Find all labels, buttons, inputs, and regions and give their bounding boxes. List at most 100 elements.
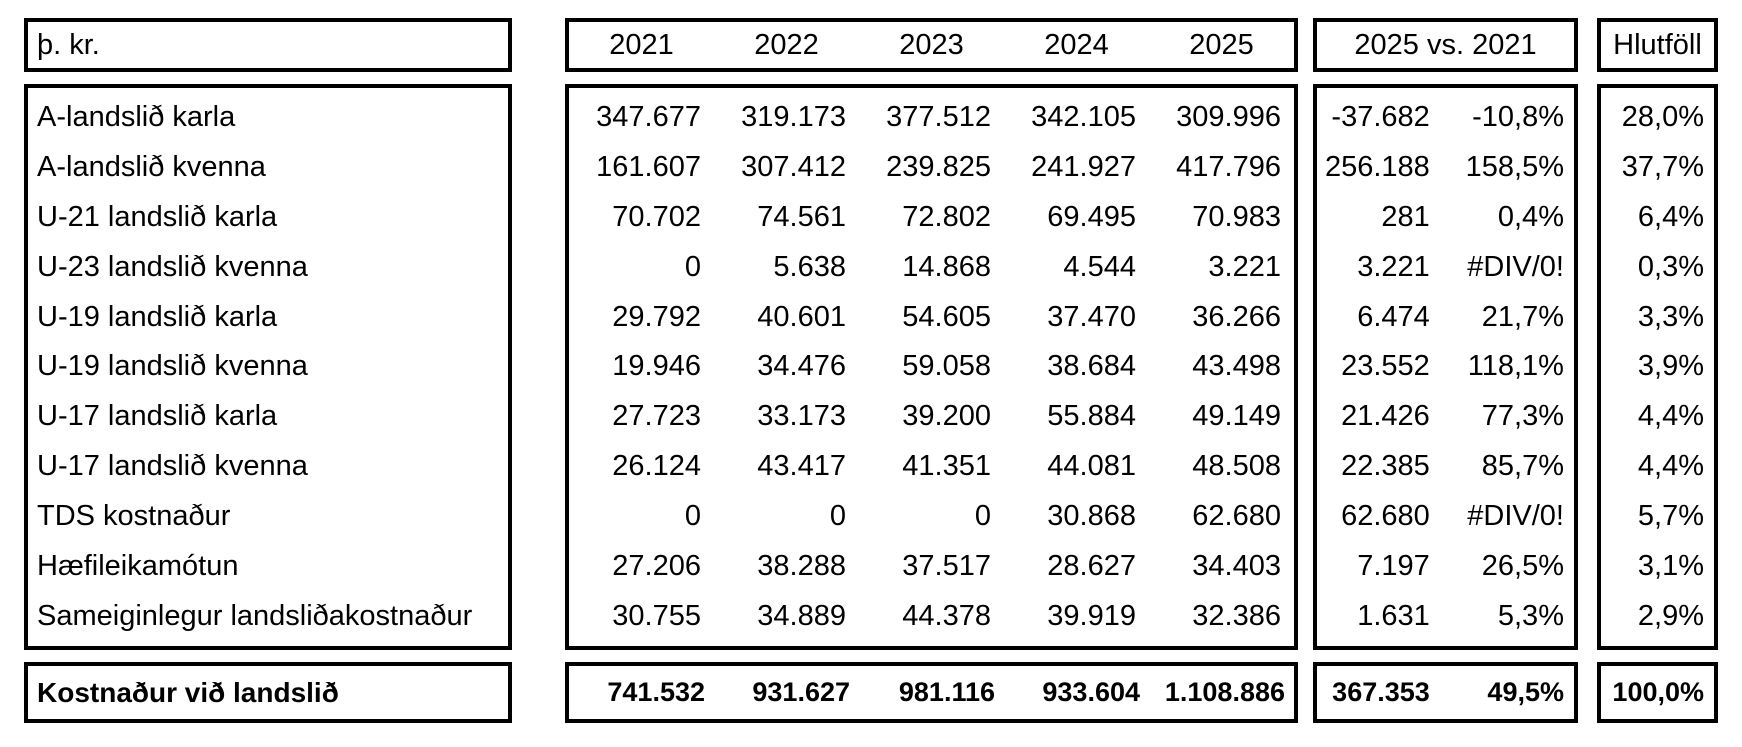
year-header: 2025 (1189, 28, 1254, 61)
years-header-row: 2021 2022 2023 2024 2025 (569, 28, 1294, 61)
values-row: 27.723 33.173 39.200 55.884 49.149 (569, 392, 1294, 442)
value-cell: 30.755 (612, 599, 701, 632)
value-cell: 38.684 (1047, 350, 1136, 383)
row-label: U-17 landslið karla (37, 400, 278, 433)
value-cell: 417.796 (1176, 151, 1281, 184)
diff-value-cell: 1.631 (1357, 599, 1430, 632)
value-cell: 39.919 (1047, 599, 1136, 632)
comparison-header-box: 2025 vs. 2021 (1313, 18, 1578, 72)
value-cell: 3.221 (1208, 250, 1281, 283)
total-share-box: 100,0% (1597, 662, 1718, 723)
row-label: U-23 landslið kvenna (37, 250, 308, 283)
diff-value-cell: 23.552 (1341, 350, 1430, 383)
value-cell: 55.884 (1047, 400, 1136, 433)
value-cell: 49.149 (1192, 400, 1281, 433)
share-cell: 4,4% (1637, 450, 1704, 483)
value-cell: 34.403 (1192, 549, 1281, 582)
comparison-row: 3.221 #DIV/0! (1317, 242, 1574, 292)
row-labels-body: A-landslið karla A-landslið kvenna U-21 la… (24, 84, 512, 650)
diff-pct-cell: 118,1% (1467, 350, 1564, 383)
comparison-row: 62.680 #DIV/0! (1317, 492, 1574, 542)
diff-pct-cell: 26,5% (1481, 549, 1564, 582)
comparison-header-label: 2025 vs. 2021 (1354, 28, 1537, 61)
comparison-row: 7.197 26,5% (1317, 541, 1574, 591)
share-cell: 3,1% (1637, 549, 1704, 582)
value-cell: 161.607 (596, 151, 701, 184)
value-cell: 38.288 (757, 549, 846, 582)
value-cell: 59.058 (902, 350, 991, 383)
values-row: 27.206 38.288 37.517 28.627 34.403 (569, 541, 1294, 591)
row-label: Hæfileikamótun (37, 549, 239, 582)
diff-pct-cell: 5,3% (1497, 599, 1564, 632)
value-cell: 48.508 (1192, 450, 1281, 483)
total-value-cell: 1.108.886 (1164, 677, 1285, 707)
value-cell: 72.802 (902, 201, 991, 234)
year-header: 2023 (899, 28, 964, 61)
row-label: U-17 landslið kvenna (37, 450, 308, 483)
value-cell: 29.792 (612, 300, 701, 333)
value-cell: 74.561 (757, 201, 846, 234)
diff-value-cell: 3.221 (1357, 250, 1430, 283)
share-cell: 3,9% (1637, 350, 1704, 383)
share-header-box: Hlutföll (1597, 18, 1718, 72)
comparison-row: -37.682 -10,8% (1317, 93, 1574, 143)
value-cell: 319.173 (741, 101, 846, 134)
value-cell: 54.605 (902, 300, 991, 333)
total-comparison-box: 367.353 49,5% (1313, 662, 1578, 723)
value-cell: 34.889 (757, 599, 846, 632)
total-diff-value: 367.353 (1332, 677, 1430, 707)
row-label: Sameiginlegur landsliðakostnaður (37, 599, 473, 632)
diff-value-cell: 21.426 (1341, 400, 1430, 433)
diff-pct-cell: -10,8% (1472, 101, 1564, 134)
values-row: 0 0 0 30.868 62.680 (569, 492, 1294, 542)
year-header: 2022 (754, 28, 819, 61)
value-cell: 30.868 (1047, 499, 1136, 532)
value-cell: 26.124 (612, 450, 701, 483)
diff-pct-cell: 0,4% (1497, 201, 1564, 234)
value-cell: 309.996 (1176, 101, 1281, 134)
total-comparison-row: 367.353 49,5% (1317, 679, 1574, 706)
value-cell: 241.927 (1031, 151, 1136, 184)
share-cell: 37,7% (1621, 151, 1704, 184)
values-row: 30.755 34.889 44.378 39.919 32.386 (569, 591, 1294, 641)
year-header: 2021 (609, 28, 674, 61)
total-values-box: 741.532 931.627 981.116 933.604 1.108.886 (565, 662, 1298, 723)
values-row: 347.677 319.173 377.512 342.105 309.996 (569, 93, 1294, 143)
share-cell: 2,9% (1637, 599, 1704, 632)
comparison-body: -37.682 -10,8% 256.188 158,5% 281 0,4% 3.221 #D… (1313, 84, 1578, 650)
value-cell: 62.680 (1192, 499, 1281, 532)
value-cell: 19.946 (612, 350, 701, 383)
row-label: U-19 landslið kvenna (37, 350, 308, 383)
row-label: A-landslið karla (37, 101, 236, 134)
diff-pct-cell: 158,5% (1465, 151, 1564, 184)
comparison-row: 1.631 5,3% (1317, 591, 1574, 641)
share-header-label: Hlutföll (1613, 28, 1702, 61)
total-values-row: 741.532 931.627 981.116 933.604 1.108.886 (569, 679, 1294, 706)
value-cell: 0 (974, 499, 991, 532)
value-cell: 44.378 (902, 599, 991, 632)
years-header-box: 2021 2022 2023 2024 2025 (565, 18, 1298, 72)
total-label-box: Kostnaður við landslið (24, 662, 512, 723)
diff-value-cell: 281 (1381, 201, 1430, 234)
unit-label: þ. kr. (37, 28, 100, 61)
value-cell: 43.417 (757, 450, 846, 483)
share-cell: 3,3% (1637, 300, 1704, 333)
value-cell: 5.638 (773, 250, 846, 283)
value-cell: 69.495 (1047, 201, 1136, 234)
share-cell: 0,3% (1637, 250, 1704, 283)
value-cell: 36.266 (1192, 300, 1281, 333)
value-cell: 39.200 (902, 400, 991, 433)
total-label: Kostnaður við landslið (37, 676, 339, 708)
share-cell: 4,4% (1637, 400, 1704, 433)
diff-pct-cell: 21,7% (1481, 300, 1564, 333)
diff-value-cell: 7.197 (1357, 549, 1430, 582)
total-value-cell: 981.116 (898, 677, 995, 707)
value-cell: 33.173 (757, 400, 846, 433)
value-cell: 70.983 (1192, 201, 1281, 234)
value-cell: 342.105 (1031, 101, 1136, 134)
comparison-row: 23.552 118,1% (1317, 342, 1574, 392)
value-cell: 0 (684, 250, 701, 283)
share-cell: 28,0% (1621, 101, 1704, 134)
share-body: 28,0% 37,7% 6,4% 0,3% 3,3% 3,9% 4,4% 4,4% 5,7% 3,… (1597, 84, 1718, 650)
comparison-row: 6.474 21,7% (1317, 292, 1574, 342)
